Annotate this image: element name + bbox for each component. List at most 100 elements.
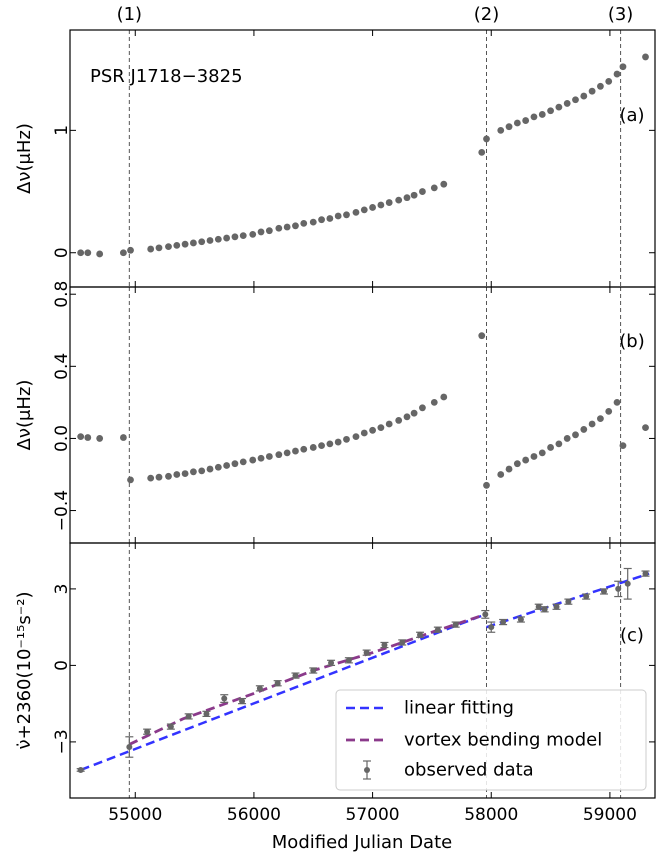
data-point <box>513 460 521 468</box>
panel-tag: (b) <box>619 331 644 352</box>
observed-point <box>624 580 631 587</box>
panel-frame <box>69 286 656 544</box>
data-point <box>275 224 283 232</box>
data-point <box>265 227 273 235</box>
observed-point <box>642 570 649 577</box>
observed-point <box>77 766 84 773</box>
data-point <box>403 413 411 421</box>
data-point <box>395 196 403 204</box>
data-point <box>440 180 448 188</box>
data-point <box>309 218 317 226</box>
data-point <box>96 435 104 442</box>
data-point <box>513 119 521 127</box>
chart-panels: 0 1 Δν(μHz) (a) PSR J1718−3825 −0.4 0.0 0.4 0.8 Δ… <box>14 4 656 825</box>
observed-point <box>345 657 352 664</box>
x-tick-label: 55000 <box>108 805 162 825</box>
y-axis-title: Δν(μHz) <box>14 123 35 194</box>
data-point <box>343 211 350 219</box>
data-point <box>155 473 163 481</box>
observed-point <box>535 603 542 610</box>
data-point <box>165 472 172 480</box>
data-point <box>605 78 613 85</box>
y-tick-label: 0 <box>52 660 72 671</box>
observed-point <box>363 649 370 656</box>
observed-point <box>328 659 335 666</box>
data-point <box>440 393 448 401</box>
data-point <box>410 191 418 199</box>
data-point <box>505 465 513 473</box>
data-point <box>334 212 342 220</box>
observed-point <box>274 680 281 687</box>
data-point <box>127 476 134 484</box>
data-point <box>173 241 181 249</box>
y-tick-label: 0.0 <box>52 425 72 452</box>
data-point <box>483 481 490 489</box>
data-point <box>613 398 621 406</box>
data-point <box>96 250 104 258</box>
panel-tag: (a) <box>619 105 644 126</box>
data-point <box>214 235 222 243</box>
data-point <box>483 135 490 143</box>
observed-point <box>256 685 263 692</box>
data-point <box>249 230 257 238</box>
observed-point <box>500 619 507 626</box>
data-point <box>605 407 613 415</box>
data-point <box>119 249 127 257</box>
data-point <box>190 468 197 476</box>
data-point <box>165 243 172 251</box>
data-point <box>360 206 368 214</box>
data-point <box>283 223 291 231</box>
x-axis-title: Modified Julian Date <box>272 832 452 853</box>
x-tick-label: 56000 <box>227 805 281 825</box>
data-point <box>580 92 588 100</box>
data-point <box>538 449 546 457</box>
data-point <box>231 460 239 468</box>
data-point <box>292 447 299 455</box>
data-point <box>619 63 627 71</box>
y-tick-label: 1 <box>52 125 72 136</box>
observed-point <box>565 598 572 605</box>
observed-point <box>310 667 317 674</box>
observed-point <box>167 723 174 730</box>
data-point <box>352 208 360 216</box>
data-point <box>84 434 92 441</box>
data-point <box>300 445 308 453</box>
data-point <box>522 456 530 464</box>
data-point <box>377 424 385 432</box>
observed-point <box>221 695 228 702</box>
glitch-label: (3) <box>608 4 634 25</box>
data-point <box>292 222 299 230</box>
data-point <box>572 431 579 439</box>
y-tick-label: −3 <box>52 729 72 754</box>
data-point <box>239 232 247 240</box>
observed-point <box>417 631 424 638</box>
data-point <box>385 420 393 428</box>
data-point <box>155 244 163 252</box>
observed-point <box>434 626 441 633</box>
observed-point <box>615 585 622 592</box>
data-point <box>410 409 418 417</box>
x-tick-label: 57000 <box>346 805 400 825</box>
panel-a: 0 1 Δν(μHz) (a) PSR J1718−3825 <box>14 29 656 288</box>
data-point <box>522 117 530 124</box>
data-point <box>190 239 197 247</box>
data-point <box>257 454 265 462</box>
observed-point <box>488 624 495 631</box>
observed-point <box>482 611 489 618</box>
data-point <box>403 194 411 202</box>
data-point <box>642 424 649 432</box>
data-point <box>497 471 505 478</box>
observed-point <box>541 606 548 613</box>
data-point <box>257 228 265 236</box>
data-point <box>181 470 189 477</box>
glitch-label: (2) <box>474 4 500 25</box>
data-point <box>198 467 206 475</box>
data-point <box>127 246 134 254</box>
data-point <box>597 415 604 423</box>
data-point <box>588 420 596 428</box>
observed-point <box>203 710 210 717</box>
data-point <box>206 237 214 244</box>
panel-tag: (c) <box>620 625 644 646</box>
observed-point <box>144 728 151 735</box>
panel-b: −0.4 0.0 0.4 0.8 Δν(μHz) (b) <box>14 281 656 544</box>
